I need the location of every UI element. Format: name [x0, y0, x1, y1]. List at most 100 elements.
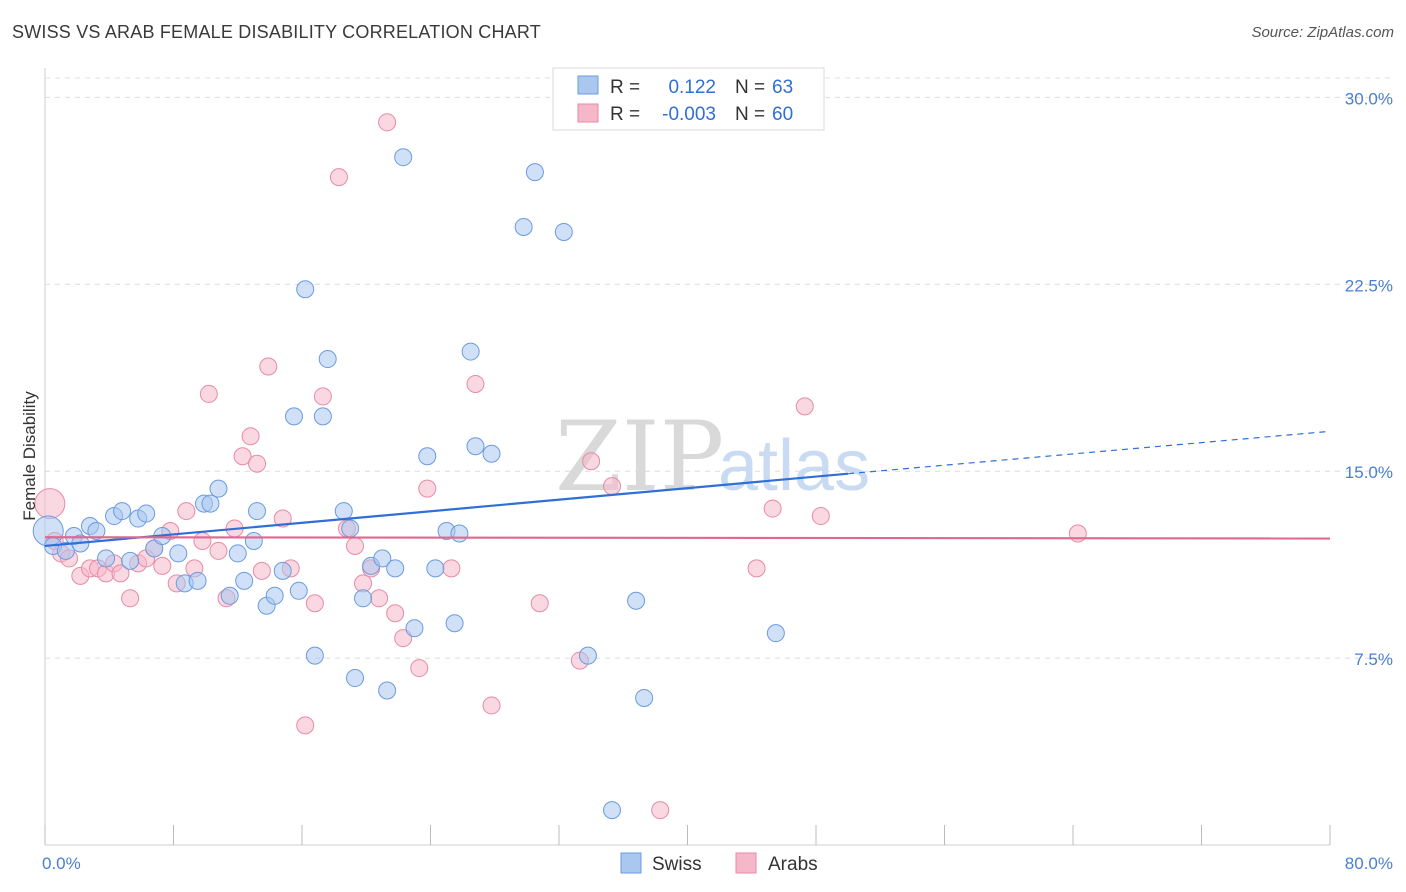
legend-n-value-swiss: 63 [772, 77, 793, 98]
data-point-swiss [113, 502, 132, 521]
series-swiss-points [32, 148, 785, 820]
data-point-arabs [651, 801, 670, 820]
data-point-swiss [87, 522, 106, 540]
data-point-arabs [378, 113, 397, 132]
data-point-swiss [445, 614, 464, 633]
watermark-zip: ZIP [555, 401, 724, 513]
y-tick-label: 30.0% [1345, 89, 1393, 108]
data-point-arabs [209, 541, 228, 560]
trend-lines [44, 430, 1331, 548]
data-point-arabs [111, 564, 130, 583]
data-point-swiss [56, 541, 75, 560]
data-point-arabs [418, 479, 437, 498]
data-point-arabs [370, 589, 389, 608]
data-point-arabs [296, 716, 315, 735]
gridlines [45, 77, 1395, 659]
data-point-swiss [296, 280, 315, 299]
y-tick-label: 15.0% [1345, 463, 1393, 482]
data-point-arabs [329, 168, 348, 187]
data-point-swiss [209, 479, 228, 498]
data-point-arabs [153, 556, 172, 575]
data-point-swiss [220, 586, 239, 605]
data-point-arabs [193, 531, 212, 550]
y-axis-label: Female Disability [20, 391, 39, 521]
data-point-arabs [1068, 524, 1087, 543]
data-point-swiss [169, 544, 188, 563]
legend-r-value-arabs: -0.003 [662, 104, 716, 125]
legend-swatch-arabs [577, 103, 599, 123]
stats-legend: R = 0.122 N = 63 R = -0.003 N = 60 [552, 67, 825, 131]
source-label: Source: ZipAtlas.com [1251, 24, 1394, 41]
data-point-swiss [514, 217, 533, 236]
x-tick-labels: 0.0% 80.0% [42, 854, 1393, 873]
data-point-arabs [313, 387, 332, 406]
data-point-arabs [305, 594, 324, 613]
data-point-arabs [177, 502, 196, 521]
data-point-swiss [346, 669, 365, 688]
data-point-arabs [795, 397, 814, 416]
data-point-swiss [578, 646, 597, 665]
data-point-swiss [525, 163, 544, 182]
axes [44, 68, 1331, 846]
data-point-arabs [603, 477, 622, 496]
data-point-swiss [378, 681, 397, 700]
data-point-swiss [273, 561, 292, 580]
data-point-arabs [530, 594, 549, 613]
y-tick-label: 7.5% [1354, 650, 1393, 669]
data-point-swiss [318, 350, 337, 369]
data-point-arabs [466, 374, 485, 393]
data-point-swiss [373, 549, 392, 568]
data-point-swiss [228, 544, 247, 563]
bottom-legend-label-swiss: Swiss [652, 854, 702, 875]
bottom-legend-swatch-arabs [735, 852, 757, 874]
data-point-swiss [461, 342, 480, 361]
x-tick-label: 80.0% [1345, 854, 1393, 873]
x-tick-label: 0.0% [42, 854, 81, 873]
data-point-swiss [341, 519, 360, 538]
legend-n-label-swiss: N = [735, 77, 765, 98]
data-point-swiss [466, 437, 485, 456]
watermark-atlas: atlas [718, 426, 870, 506]
legend-n-label-arabs: N = [735, 104, 765, 125]
trend-line-extension-swiss [848, 430, 1331, 475]
data-point-arabs [121, 589, 140, 608]
data-point-swiss [248, 502, 267, 521]
legend-r-label-arabs: R = [610, 104, 640, 125]
data-point-arabs [747, 559, 766, 578]
data-point-arabs [582, 452, 601, 471]
data-point-swiss [235, 571, 254, 590]
data-point-swiss [284, 407, 303, 426]
data-point-swiss [313, 407, 332, 426]
bottom-legend-label-arabs: Arabs [768, 854, 818, 875]
data-point-arabs [252, 561, 271, 580]
trend-line-arabs [44, 536, 1331, 540]
data-point-swiss [265, 586, 284, 605]
data-point-arabs [394, 629, 413, 648]
data-point-arabs [248, 454, 267, 473]
data-point-swiss [627, 591, 646, 610]
y-tick-label: 22.5% [1345, 276, 1393, 295]
data-point-swiss [450, 524, 469, 543]
data-point-swiss [188, 571, 207, 590]
data-point-arabs [34, 488, 66, 520]
data-point-arabs [259, 357, 278, 376]
data-point-swiss [97, 549, 116, 568]
data-point-swiss [554, 222, 573, 241]
data-point-swiss [603, 801, 622, 820]
data-point-arabs [386, 604, 405, 623]
data-point-swiss [418, 447, 437, 466]
bottom-legend-swatch-swiss [620, 852, 642, 874]
data-point-swiss [289, 581, 308, 600]
data-point-swiss [766, 624, 785, 643]
data-point-arabs [241, 427, 260, 446]
data-point-swiss [405, 619, 424, 638]
data-point-swiss [394, 148, 413, 167]
data-point-swiss [121, 551, 140, 570]
data-point-arabs [346, 536, 365, 555]
data-point-swiss [354, 589, 373, 608]
data-point-arabs [199, 384, 218, 403]
legend-r-label-swiss: R = [610, 77, 640, 98]
chart-title: SWISS VS ARAB FEMALE DISABILITY CORRELAT… [12, 22, 541, 42]
data-point-swiss [244, 531, 263, 550]
